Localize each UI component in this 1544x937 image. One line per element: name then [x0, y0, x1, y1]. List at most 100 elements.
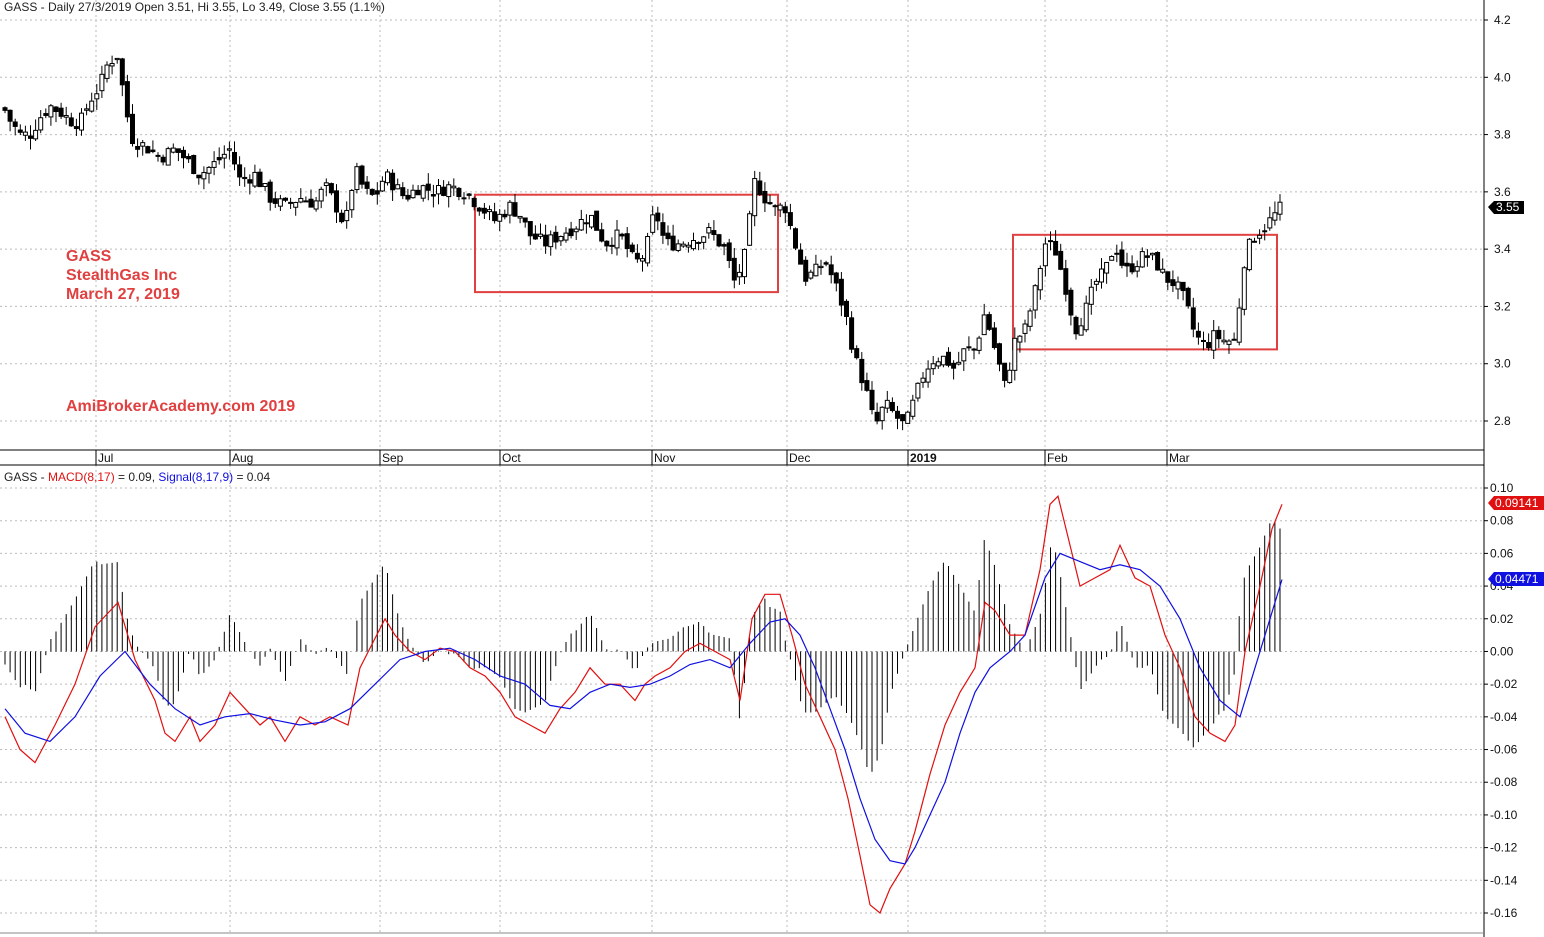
- candle-body: [614, 229, 620, 249]
- candle-body: [961, 348, 967, 362]
- annotation-ticker: GASS: [66, 248, 112, 265]
- candle-body: [38, 117, 44, 131]
- macd-y-tick-label: -0.12: [1490, 841, 1518, 855]
- candle-body: [349, 189, 355, 211]
- candle-body: [1083, 302, 1089, 331]
- candle-body: [430, 194, 436, 197]
- candle-body: [1277, 201, 1283, 215]
- candle-body: [247, 179, 253, 184]
- macd-y-tick-label: -0.04: [1490, 710, 1518, 724]
- candle-body: [935, 361, 941, 367]
- candle-body: [252, 171, 258, 187]
- x-tick-label: Feb: [1047, 451, 1068, 465]
- macd-y-tick-label: 0.10: [1490, 481, 1514, 495]
- candle-body: [946, 351, 951, 366]
- candle-body: [135, 145, 141, 150]
- candle-body: [833, 272, 839, 284]
- candle-body: [997, 343, 1002, 365]
- candle-body: [1139, 251, 1145, 268]
- candle-body: [267, 181, 273, 203]
- candle-body: [772, 205, 778, 208]
- value-badges: 3.55 0.09141 0.04471: [1488, 200, 1544, 586]
- candle-body: [425, 183, 431, 191]
- candle-body: [181, 149, 186, 159]
- candle-body: [701, 236, 707, 243]
- candle-body: [844, 300, 849, 317]
- candle-body: [502, 213, 508, 218]
- candle-body: [221, 153, 227, 159]
- candle-body: [63, 115, 69, 118]
- macd-prefix: GASS -: [4, 470, 49, 484]
- candle-body: [232, 151, 237, 165]
- signal-last-badge: [1488, 572, 1544, 586]
- candle-body: [374, 190, 380, 195]
- candle-body: [1160, 268, 1166, 273]
- candle-body: [216, 157, 222, 161]
- candle-body: [742, 248, 747, 278]
- candle-body: [854, 348, 860, 359]
- candle-body: [186, 156, 192, 160]
- candle-body: [1027, 310, 1033, 327]
- candle-body: [390, 172, 396, 191]
- candle-body: [782, 206, 788, 214]
- candle-body: [1099, 268, 1104, 283]
- candle-body: [109, 63, 115, 67]
- candle-body: [971, 348, 977, 351]
- macd-y-tick-label: 0.02: [1490, 612, 1514, 626]
- price-y-tick-label: 3.4: [1494, 242, 1511, 256]
- candle-body: [1144, 255, 1150, 258]
- candle-body: [170, 147, 176, 153]
- candle-body: [803, 259, 809, 282]
- candle-body: [594, 210, 600, 231]
- candle-body: [73, 126, 79, 130]
- price-y-tick-label: 3.2: [1494, 299, 1511, 313]
- candle-body: [130, 113, 135, 145]
- candle-body: [757, 180, 763, 195]
- candle-body: [1068, 289, 1074, 316]
- annotation-company: StealthGas Inc: [66, 267, 178, 284]
- candle-body: [1124, 262, 1130, 267]
- candle-body: [237, 164, 243, 178]
- candle-body: [900, 414, 906, 422]
- candle-body: [313, 200, 319, 210]
- candle-body: [634, 252, 640, 260]
- candle-body: [956, 361, 962, 365]
- candle-body: [364, 181, 370, 189]
- candle-body: [441, 186, 447, 196]
- candle-body: [1104, 261, 1110, 274]
- x-tick-label: Oct: [502, 451, 521, 465]
- candle-body: [1093, 280, 1099, 285]
- annotation-date: March 27, 2019: [66, 286, 180, 303]
- candle-body: [84, 108, 90, 111]
- candle-body: [481, 207, 487, 214]
- candle-body: [1073, 316, 1079, 335]
- candle-body: [864, 380, 870, 391]
- candle-body: [793, 228, 798, 249]
- last-price-badge: [1488, 201, 1524, 214]
- candle-body: [1165, 271, 1171, 283]
- candle-body: [48, 105, 54, 118]
- candle-body: [553, 231, 559, 243]
- candle-body: [910, 399, 916, 417]
- candle-body: [563, 232, 569, 241]
- candle-body: [456, 187, 462, 197]
- macd-y-tick-label: -0.02: [1490, 677, 1518, 691]
- candle-body: [395, 184, 401, 190]
- annotation-watermark: AmiBrokerAcademy.com 2019: [66, 398, 296, 415]
- candle-body: [206, 166, 212, 174]
- candle-body: [609, 244, 615, 247]
- candle-body: [323, 182, 329, 186]
- macd-y-tick-label: -0.10: [1490, 808, 1518, 822]
- candle-body: [124, 81, 130, 118]
- candle-body: [859, 358, 865, 384]
- candle-body: [28, 135, 33, 139]
- candle-body: [1185, 287, 1191, 307]
- macd-y-tick-label: -0.06: [1490, 743, 1518, 757]
- candle-body: [405, 194, 411, 200]
- candle-body: [1190, 307, 1196, 330]
- candle-body: [1262, 230, 1268, 233]
- candle-body: [1042, 243, 1048, 267]
- candle-body: [716, 234, 722, 247]
